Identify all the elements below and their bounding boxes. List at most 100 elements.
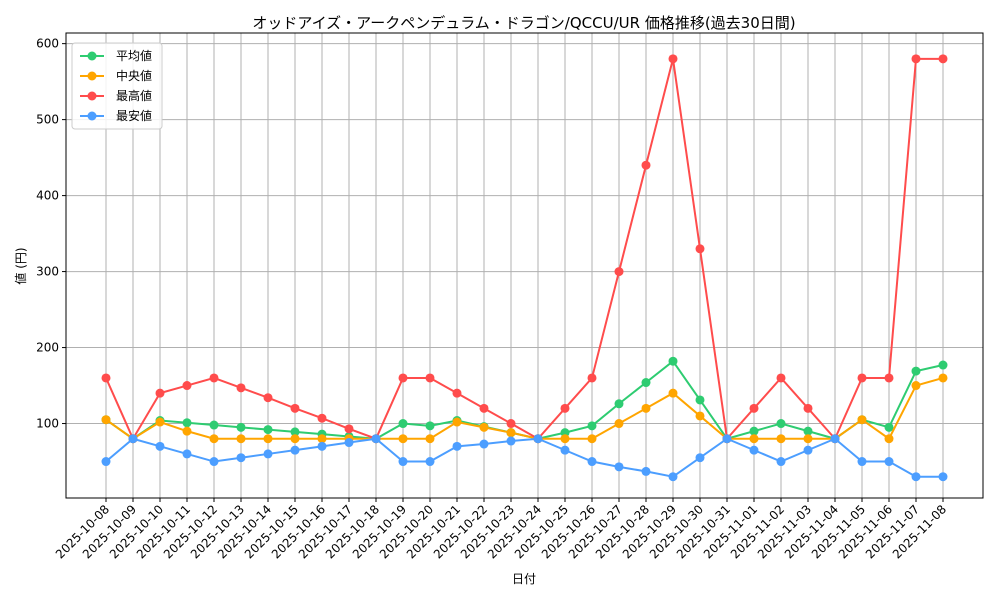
data-point [776, 419, 786, 429]
data-point [614, 399, 624, 409]
legend-label: 平均値 [116, 48, 152, 63]
data-point [236, 422, 246, 432]
y-tick-label: 300 [36, 265, 59, 279]
data-point [425, 434, 435, 444]
legend-swatch-marker [87, 91, 97, 101]
data-point [911, 381, 921, 391]
data-point [263, 425, 273, 435]
series-line [105, 376, 944, 441]
data-point [803, 403, 813, 413]
data-point [452, 388, 462, 398]
data-point [857, 457, 867, 467]
data-point [398, 434, 408, 444]
x-axis-label: 日付 [512, 572, 536, 586]
legend-item: 最高値 [80, 88, 152, 103]
data-point [884, 434, 894, 444]
data-point [479, 422, 489, 432]
data-point [938, 373, 948, 383]
data-point [155, 388, 165, 398]
series-中央値 [101, 373, 948, 444]
data-point [155, 441, 165, 451]
x-axis: 2025-10-082025-10-092025-10-102025-10-11… [53, 498, 949, 561]
data-point [722, 434, 732, 444]
data-point [182, 381, 192, 391]
plot-frame [65, 32, 984, 499]
data-point [749, 445, 759, 455]
data-point [209, 420, 219, 430]
legend-swatch-marker [87, 71, 97, 81]
data-point [749, 403, 759, 413]
chart-title: オッドアイズ・アークペンデュラム・ドラゴン/QCCU/UR 価格推移(過去30日… [252, 14, 795, 32]
data-point [290, 434, 300, 444]
data-point [533, 434, 543, 444]
data-point [695, 453, 705, 463]
data-point [290, 427, 300, 437]
data-point [938, 54, 948, 64]
data-point [749, 426, 759, 436]
data-point [425, 421, 435, 431]
data-point [641, 403, 651, 413]
data-point [317, 434, 327, 444]
data-point [479, 439, 489, 449]
legend-item: 平均値 [80, 48, 152, 63]
legend-box [71, 42, 163, 130]
data-point [911, 472, 921, 482]
data-point [668, 472, 678, 482]
data-point [182, 449, 192, 459]
data-point [344, 424, 354, 434]
series-line [105, 359, 944, 440]
data-point [182, 418, 192, 428]
data-point [290, 403, 300, 413]
data-point [452, 441, 462, 451]
data-point [668, 388, 678, 398]
data-point [695, 244, 705, 254]
data-point [938, 472, 948, 482]
data-point [209, 373, 219, 383]
data-point [236, 383, 246, 393]
data-point [209, 434, 219, 444]
data-point [857, 373, 867, 383]
data-point [911, 54, 921, 64]
data-point [371, 434, 381, 444]
y-tick-label: 200 [36, 341, 59, 355]
data-point [641, 378, 651, 388]
data-point [236, 453, 246, 463]
data-point [506, 428, 516, 438]
y-tick-label: 600 [36, 37, 59, 51]
data-point [560, 445, 570, 455]
data-point [938, 360, 948, 370]
data-point [560, 403, 570, 413]
data-point [587, 434, 597, 444]
data-point [641, 160, 651, 170]
data-point [776, 373, 786, 383]
data-point [236, 434, 246, 444]
data-point [749, 434, 759, 444]
data-point [155, 417, 165, 427]
data-point [587, 457, 597, 467]
legend-swatch-marker [87, 111, 97, 121]
data-point [614, 419, 624, 429]
data-point [128, 434, 138, 444]
data-point [425, 457, 435, 467]
legend-swatch-marker [87, 51, 97, 61]
data-point [641, 466, 651, 476]
data-point [803, 426, 813, 436]
y-axis: 100 200 300 400 500 600 [36, 37, 66, 431]
y-tick-label: 500 [36, 113, 59, 127]
data-point [263, 449, 273, 459]
data-point [695, 411, 705, 421]
data-point [101, 457, 111, 467]
data-point [182, 426, 192, 436]
data-point [398, 457, 408, 467]
data-point [209, 457, 219, 467]
data-point [884, 373, 894, 383]
data-point [398, 373, 408, 383]
data-point [506, 419, 516, 429]
y-tick-label: 400 [36, 189, 59, 203]
series-最安値 [101, 434, 948, 482]
data-point [317, 441, 327, 451]
data-point [290, 445, 300, 455]
data-point [587, 373, 597, 383]
